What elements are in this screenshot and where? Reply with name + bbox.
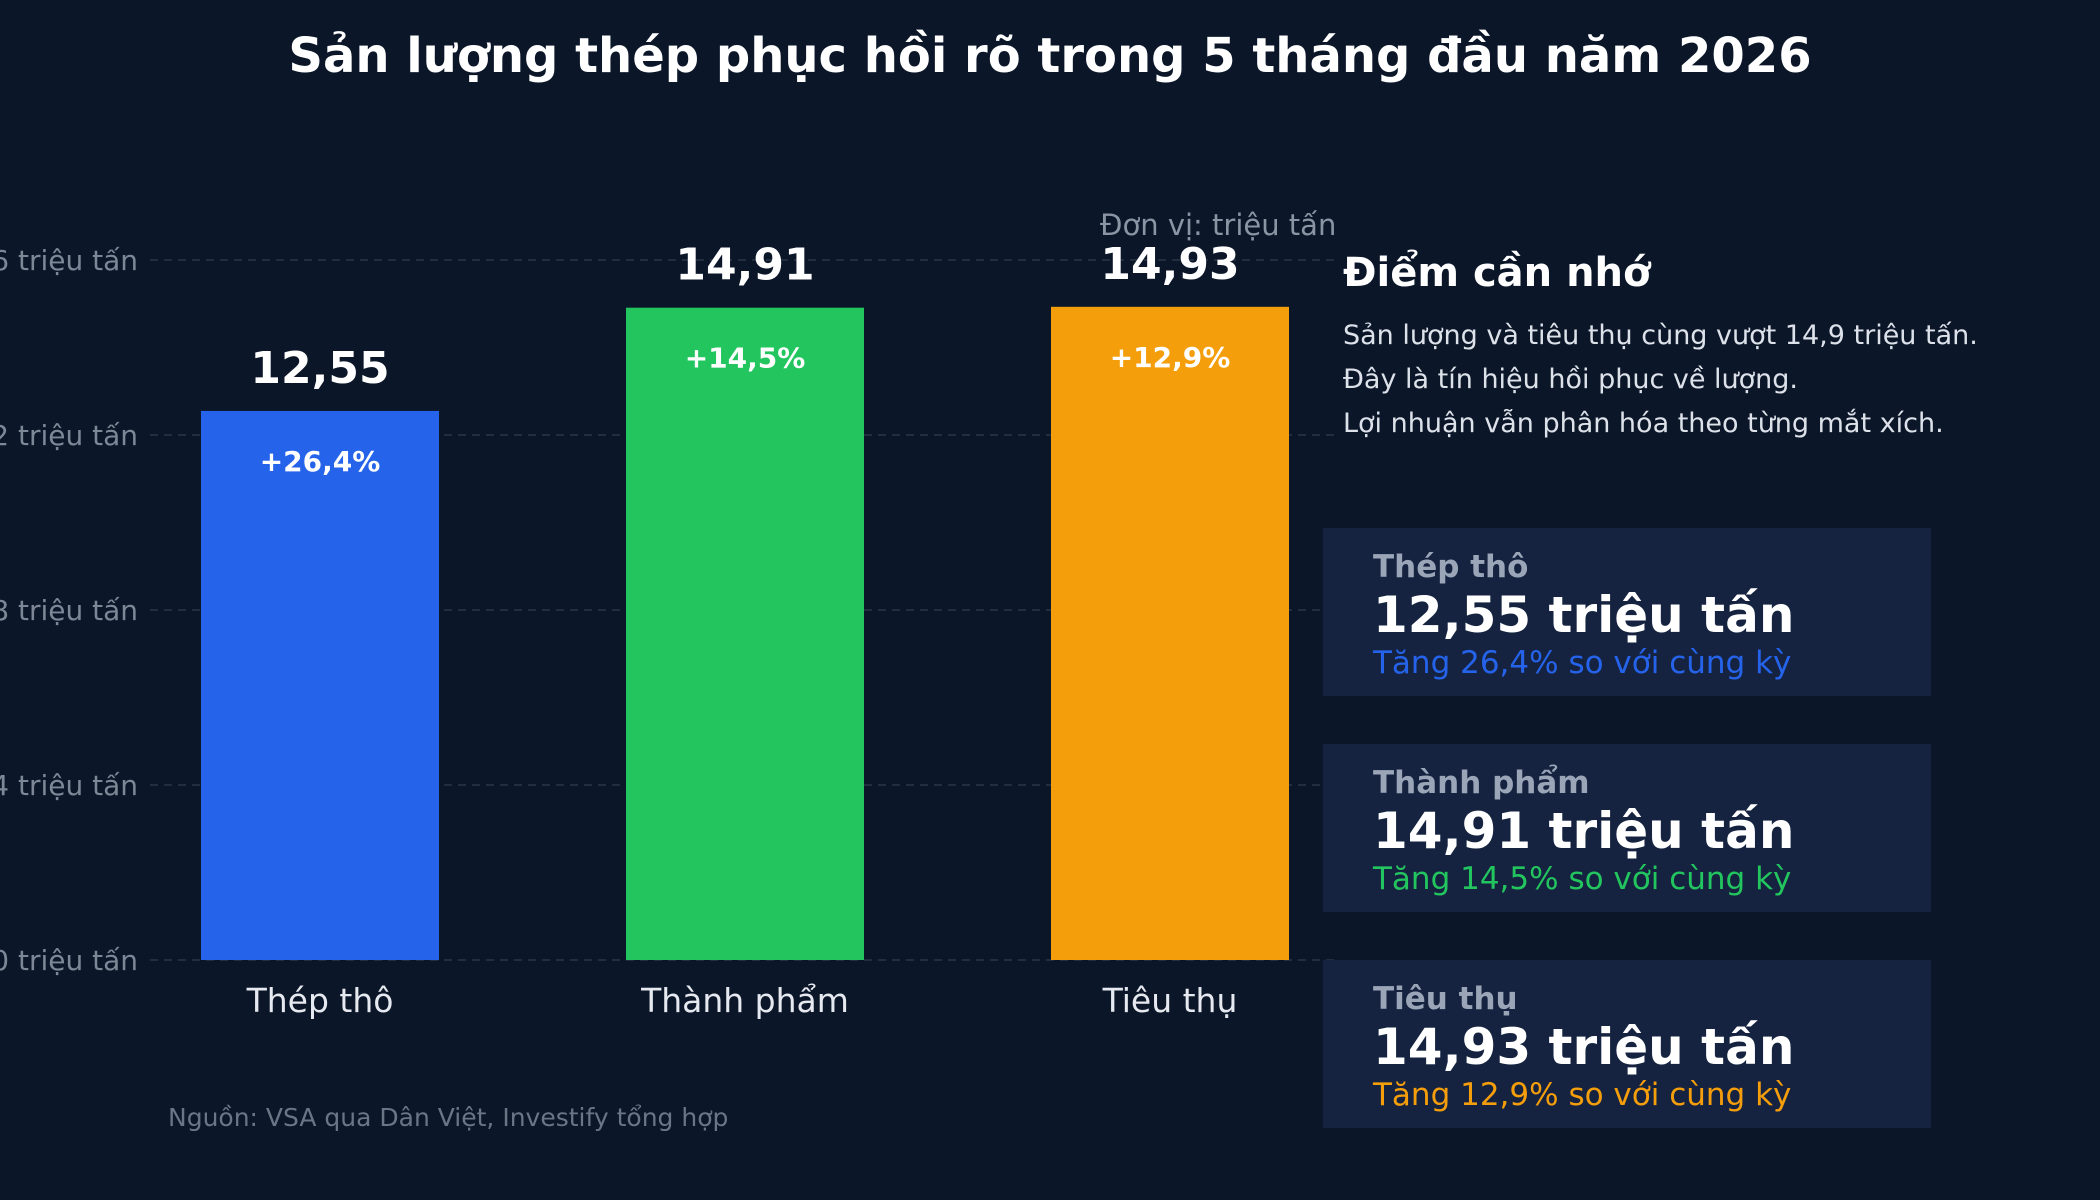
x-category-label: Thép thô bbox=[246, 981, 394, 1020]
bar bbox=[1051, 306, 1289, 960]
y-tick-label: 16 triệu tấn bbox=[0, 244, 138, 277]
card-change: Tăng 14,5% so với cùng kỳ bbox=[1373, 861, 1792, 897]
source-note: Nguồn: VSA qua Dân Việt, Investify tổng … bbox=[168, 1103, 729, 1132]
bar bbox=[626, 307, 864, 960]
bar bbox=[201, 410, 439, 960]
card-change: Tăng 26,4% so với cùng kỳ bbox=[1373, 645, 1792, 681]
bar-change-label: +26,4% bbox=[260, 445, 381, 478]
chart-title: Sản lượng thép phục hồi rõ trong 5 tháng… bbox=[288, 28, 1812, 84]
key-point-line: Đây là tín hiệu hồi phục về lượng. bbox=[1343, 364, 1799, 395]
bar-value-label: 14,93 bbox=[1100, 239, 1239, 290]
bar-chart: 0 triệu tấn 4 triệu tấn 8 triệu tấn 12 triệ… bbox=[0, 239, 1340, 1020]
card-label: Tiêu thụ bbox=[1373, 981, 1518, 1017]
card-value: 14,91 triệu tấn bbox=[1373, 802, 1795, 860]
x-category-label: Tiêu thụ bbox=[1102, 981, 1238, 1020]
bar-value-label: 14,91 bbox=[675, 240, 814, 291]
key-points-title: Điểm cần nhớ bbox=[1343, 250, 1651, 296]
card-value: 12,55 triệu tấn bbox=[1373, 586, 1795, 644]
y-tick-label: 4 triệu tấn bbox=[0, 769, 138, 802]
card-label: Thành phẩm bbox=[1373, 765, 1590, 801]
y-tick-label: 8 triệu tấn bbox=[0, 594, 138, 627]
y-tick-label: 0 triệu tấn bbox=[0, 944, 138, 977]
key-point-line: Lợi nhuận vẫn phân hóa theo từng mắt xíc… bbox=[1343, 408, 1944, 439]
x-category-label: Thành phẩm bbox=[640, 981, 849, 1020]
unit-label: Đơn vị: triệu tấn bbox=[1100, 208, 1337, 242]
bar-change-label: +12,9% bbox=[1110, 341, 1231, 374]
card-change: Tăng 12,9% so với cùng kỳ bbox=[1373, 1077, 1792, 1113]
key-points-panel: Điểm cần nhớ Sản lượng và tiêu thụ cùng … bbox=[1343, 250, 2043, 446]
summary-card-crude-steel: Thép thô 12,55 triệu tấn Tăng 26,4% so v… bbox=[1323, 528, 1931, 696]
card-value: 14,93 triệu tấn bbox=[1373, 1018, 1795, 1076]
bar-change-label: +14,5% bbox=[685, 342, 806, 375]
summary-card-consumption: Tiêu thụ 14,93 triệu tấn Tăng 12,9% so v… bbox=[1323, 960, 1931, 1128]
card-label: Thép thô bbox=[1373, 549, 1529, 585]
y-tick-label: 12 triệu tấn bbox=[0, 419, 138, 452]
summary-card-finished-steel: Thành phẩm 14,91 triệu tấn Tăng 14,5% so… bbox=[1323, 744, 1931, 912]
key-point-line: Sản lượng và tiêu thụ cùng vượt 14,9 tri… bbox=[1343, 320, 1978, 351]
bar-value-label: 12,55 bbox=[250, 343, 389, 394]
